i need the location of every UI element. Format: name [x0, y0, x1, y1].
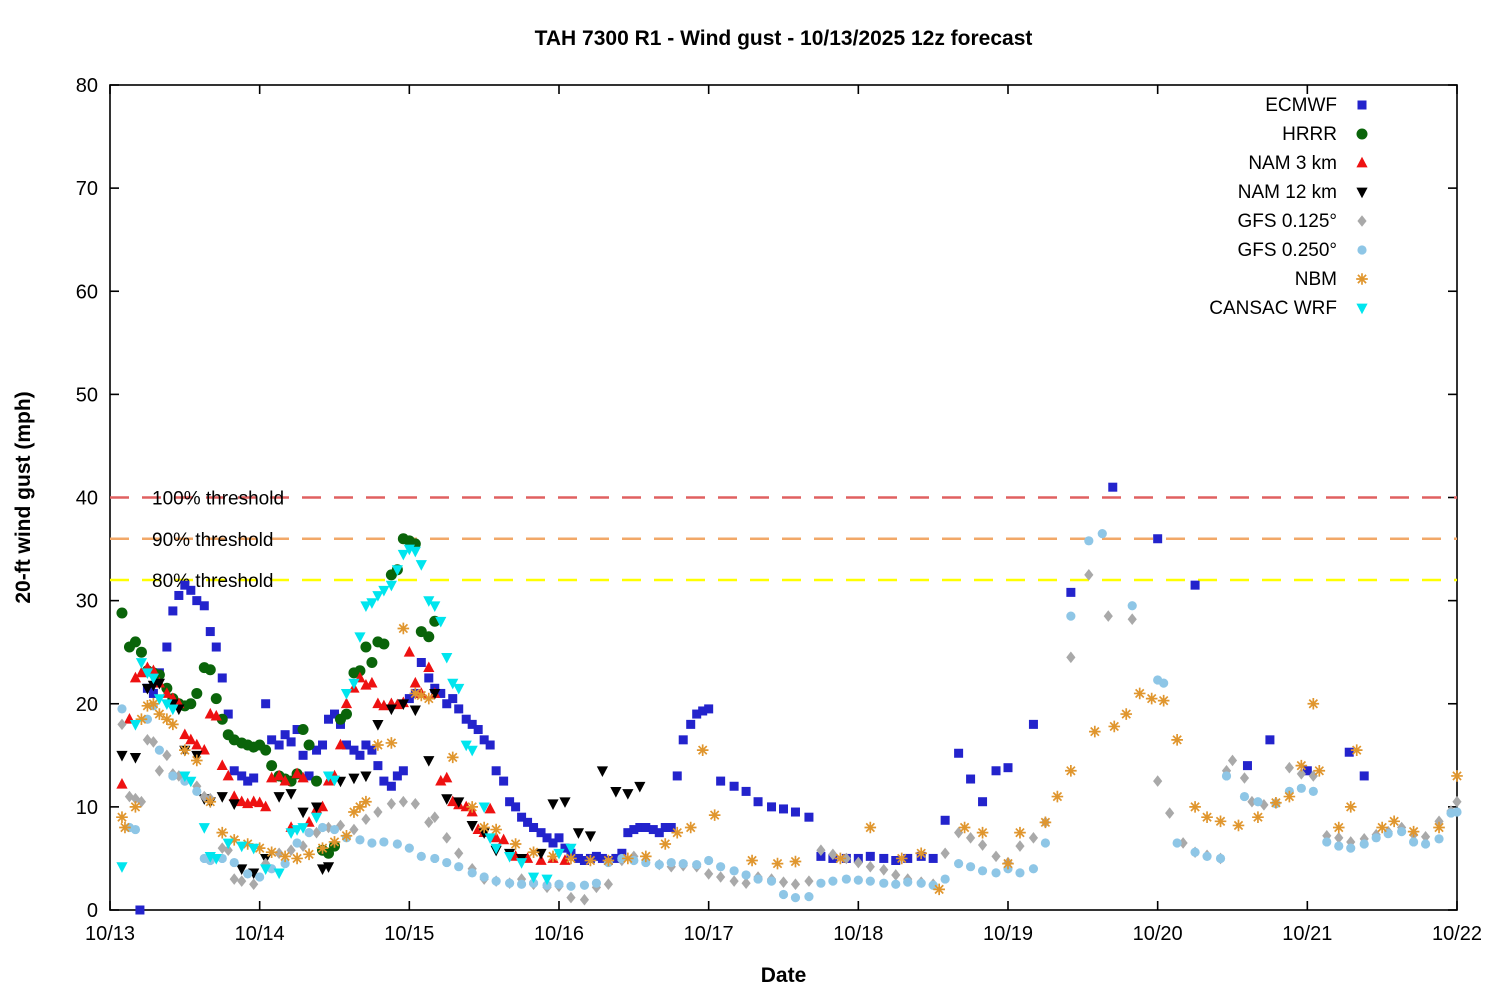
chart-title: TAH 7300 R1 - Wind gust - 10/13/2025 12z… — [535, 27, 1033, 50]
x-tick-label: 10/16 — [534, 923, 584, 945]
y-tick-label: 40 — [76, 488, 98, 510]
x-tick-label: 10/21 — [1282, 923, 1332, 945]
x-tick-label: 10/14 — [235, 923, 285, 945]
x-tick-label: 10/22 — [1432, 923, 1482, 945]
series-nbm — [116, 622, 1463, 896]
y-tick-label: 80 — [76, 75, 98, 97]
y-tick-label: 10 — [76, 797, 98, 819]
x-tick-label: 10/20 — [1133, 923, 1183, 945]
threshold-label: 100% threshold — [152, 489, 284, 510]
legend-label: NAM 3 km — [1248, 153, 1337, 174]
x-tick-label: 10/19 — [983, 923, 1033, 945]
y-tick-label: 60 — [76, 281, 98, 303]
axes: 10/13 10/14 10/15 10/16 10/17 10/18 10/19 10/20… — [76, 75, 1482, 945]
y-tick-label: 70 — [76, 178, 98, 200]
series-gfs-0-125- — [117, 569, 1462, 906]
legend: ECMWF HRRR NAM 3 km NAM 12 km GFS 0.125° GFS … — [1209, 95, 1368, 319]
series-cansac-wrf — [116, 544, 577, 886]
y-tick-label: 50 — [76, 384, 98, 406]
y-axis-label: 20-ft wind gust (mph) — [12, 391, 35, 603]
x-tick-label: 10/15 — [384, 923, 434, 945]
x-tick-label: 10/17 — [684, 923, 734, 945]
legend-label: NBM — [1295, 269, 1337, 290]
legend-label: HRRR — [1282, 124, 1337, 145]
legend-label: GFS 0.250° — [1238, 240, 1337, 261]
legend-label: NAM 12 km — [1238, 182, 1337, 203]
y-tick-label: 0 — [87, 900, 98, 922]
series-gfs-0-250- — [117, 528, 1462, 903]
legend-label: GFS 0.125° — [1238, 211, 1337, 232]
y-tick-label: 20 — [76, 694, 98, 716]
series-ecmwf — [135, 482, 1369, 915]
x-tick-label: 10/18 — [833, 923, 883, 945]
threshold-label: 80% threshold — [152, 571, 273, 592]
x-axis-label: Date — [761, 964, 807, 987]
y-tick-label: 30 — [76, 591, 98, 613]
x-tick-label: 10/13 — [85, 923, 135, 945]
threshold-lines: 100% threshold 90% threshold 80% threshold — [110, 489, 1457, 592]
threshold-label: 90% threshold — [152, 530, 273, 551]
legend-label: ECMWF — [1265, 95, 1337, 116]
legend-label: CANSAC WRF — [1209, 298, 1337, 319]
